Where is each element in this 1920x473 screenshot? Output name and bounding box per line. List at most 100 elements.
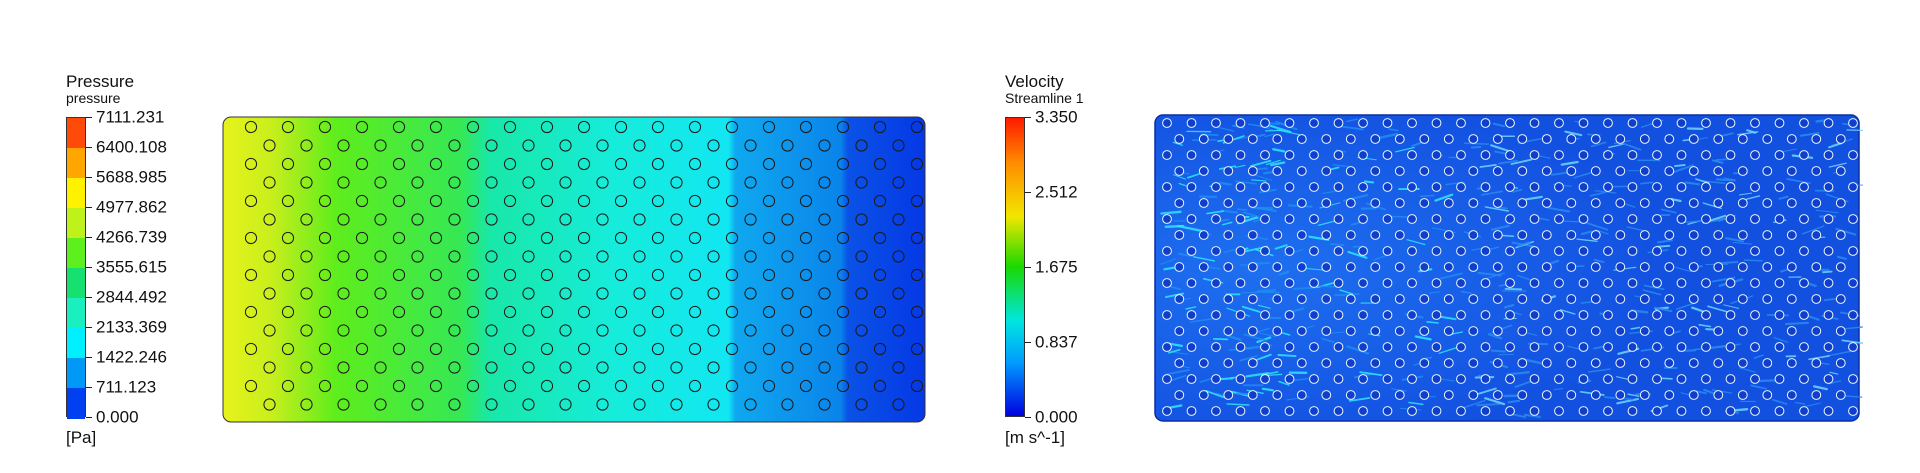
streamline-segment	[1590, 141, 1607, 148]
pin-hole	[1382, 118, 1393, 128]
pressure-domain	[222, 116, 926, 423]
pin-hole	[1284, 150, 1295, 160]
streamline-segment	[1434, 193, 1454, 202]
pin-hole	[1272, 294, 1283, 304]
pin-hole	[1162, 406, 1172, 416]
pin-hole	[1786, 390, 1797, 400]
pin-hole	[1431, 310, 1442, 320]
pin-hole	[1676, 310, 1687, 320]
pin-hole	[577, 120, 591, 134]
pin-hole	[1260, 278, 1270, 288]
pin-hole	[1517, 262, 1528, 272]
pin-hole	[1480, 246, 1491, 256]
pin-hole	[559, 361, 572, 374]
pin-hole	[1382, 342, 1393, 352]
streamline-segment	[1269, 124, 1292, 134]
pin-hole	[1725, 150, 1736, 160]
velocity-tick-mark	[1025, 117, 1031, 118]
streamline-segment	[1359, 371, 1383, 377]
pin-hole	[374, 287, 387, 300]
pin-hole	[1443, 294, 1454, 304]
pin-hole	[263, 250, 276, 263]
pin-hole	[1272, 390, 1283, 400]
pin-hole	[448, 398, 461, 411]
velocity-legend-title: Velocity	[1005, 72, 1064, 91]
pin-hole	[799, 194, 813, 208]
pin-hole	[1382, 406, 1393, 416]
pin-hole	[1235, 278, 1246, 288]
pressure-tick-mark	[86, 357, 92, 358]
streamline-segment	[1477, 387, 1497, 395]
pin-hole	[1419, 326, 1430, 336]
pin-hole	[1260, 342, 1270, 352]
pin-hole	[1456, 310, 1466, 320]
pin-hole	[1309, 246, 1319, 256]
pin-hole	[522, 361, 535, 374]
pin-hole	[744, 324, 757, 337]
pin-hole	[1468, 390, 1479, 400]
pin-hole	[392, 231, 406, 245]
streamline-segment	[1711, 159, 1724, 164]
pin-hole	[392, 305, 406, 319]
pin-hole	[1468, 358, 1479, 368]
pin-hole	[910, 231, 924, 245]
pin-hole	[1223, 358, 1234, 368]
pin-hole	[1407, 150, 1417, 160]
pin-hole	[873, 194, 887, 208]
pin-hole	[1272, 166, 1283, 176]
pin-hole	[281, 379, 295, 393]
pin-hole	[1443, 230, 1454, 240]
pin-hole	[910, 157, 924, 171]
streamline-segment	[1643, 284, 1665, 291]
pin-hole	[1211, 406, 1221, 416]
pin-hole	[855, 398, 868, 411]
pin-hole	[688, 157, 702, 171]
pin-hole	[411, 287, 424, 300]
pin-hole	[244, 342, 258, 356]
streamline-segment	[1340, 125, 1364, 131]
pin-hole	[1737, 198, 1748, 208]
pin-hole	[1321, 294, 1332, 304]
pin-hole	[1492, 358, 1503, 368]
pin-hole	[1676, 406, 1687, 416]
pin-hole	[485, 324, 498, 337]
pin-hole	[651, 120, 665, 134]
pin-hole	[1345, 326, 1356, 336]
streamline-segment	[1258, 188, 1277, 194]
pin-hole	[559, 139, 572, 152]
pin-hole	[633, 176, 646, 189]
pin-hole	[1578, 374, 1589, 384]
streamline-segment	[1476, 403, 1501, 407]
streamline-segment	[1815, 209, 1839, 214]
pin-hole	[781, 287, 794, 300]
streamline-segment	[1165, 369, 1190, 376]
streamline-segment	[1212, 337, 1229, 341]
pin-hole	[1590, 166, 1601, 176]
pin-hole	[1309, 150, 1319, 160]
pin-hole	[1750, 150, 1760, 160]
streamline-segment	[1339, 289, 1354, 295]
pin-hole	[1713, 262, 1724, 272]
pin-hole	[263, 176, 276, 189]
streamline-segment	[1320, 337, 1335, 343]
pin-hole	[1505, 118, 1515, 128]
pin-hole	[1652, 214, 1662, 224]
pin-hole	[522, 250, 535, 263]
pin-hole	[1566, 134, 1577, 144]
pin-hole	[522, 287, 535, 300]
streamline-segment	[1589, 191, 1607, 197]
pin-hole	[1786, 262, 1797, 272]
pin-hole	[1799, 406, 1809, 416]
pin-hole	[1639, 166, 1650, 176]
streamline-segment	[1826, 350, 1851, 357]
pin-hole	[1174, 198, 1185, 208]
streamline-segment	[1363, 180, 1375, 184]
pin-hole	[1664, 198, 1675, 208]
streamline-segment	[1836, 255, 1848, 260]
pin-hole	[670, 250, 683, 263]
pin-hole	[1713, 198, 1724, 208]
pin-hole	[1284, 246, 1295, 256]
pin-hole	[1407, 406, 1417, 416]
pin-hole	[1382, 182, 1393, 192]
pin-hole	[1774, 310, 1785, 320]
